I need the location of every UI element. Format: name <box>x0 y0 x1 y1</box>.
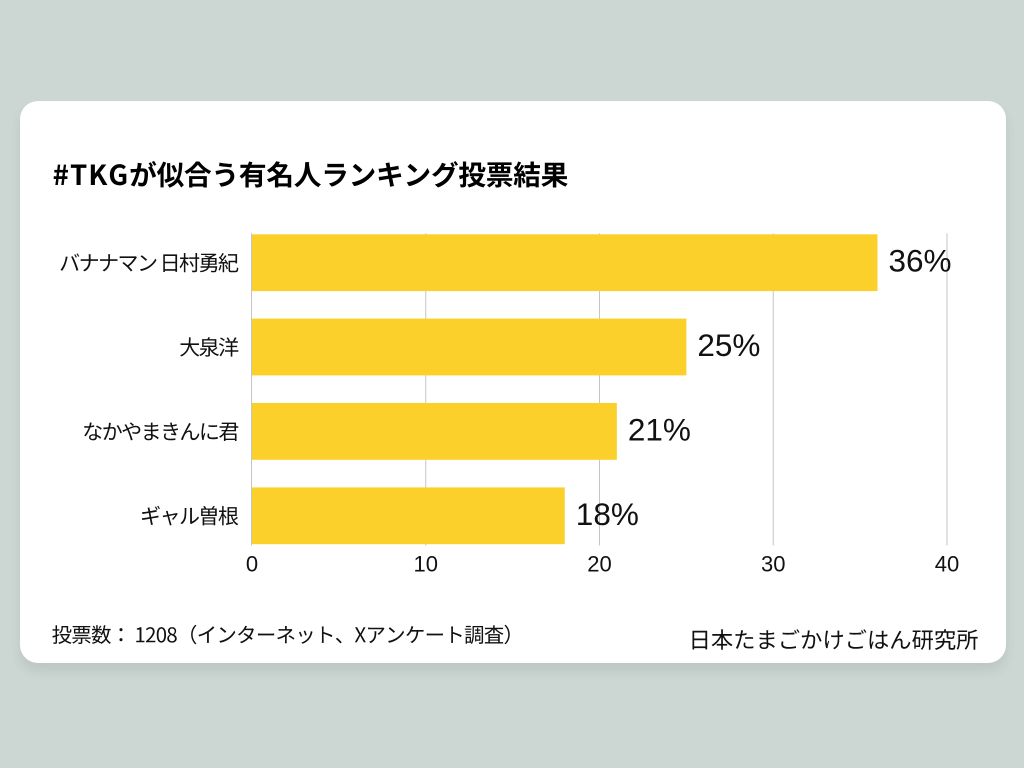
svg-text:21%: 21% <box>628 411 691 447</box>
svg-text:18%: 18% <box>576 496 639 532</box>
svg-text:20: 20 <box>587 552 611 577</box>
svg-text:25%: 25% <box>697 327 760 363</box>
svg-text:40: 40 <box>935 552 959 577</box>
svg-text:10: 10 <box>414 552 438 577</box>
svg-text:30: 30 <box>761 552 785 577</box>
svg-text:0: 0 <box>246 552 258 577</box>
svg-text:36%: 36% <box>889 243 952 279</box>
